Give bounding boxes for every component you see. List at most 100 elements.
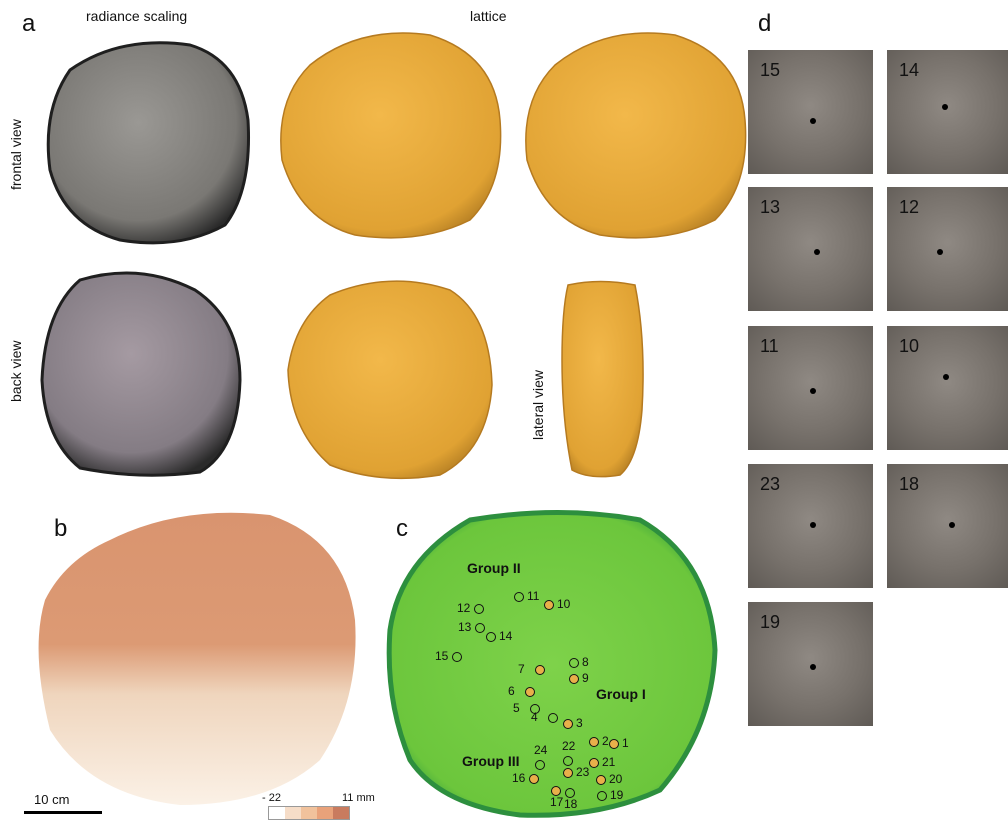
- marker-circle-6: [525, 687, 535, 697]
- marker-label-2: 2: [602, 734, 609, 748]
- thumbnail-10: 10: [887, 326, 1008, 450]
- marker-label-21: 21: [602, 755, 616, 769]
- stone-frontal-radiance: [46, 41, 250, 245]
- group-ii-label: Group II: [467, 560, 521, 576]
- thumbnail-19: 19: [748, 602, 873, 726]
- legend-color-bar: [268, 806, 350, 820]
- marker-label-19: 19: [610, 788, 624, 802]
- marker-label-16: 16: [512, 771, 526, 785]
- marker-circle-11: [514, 592, 524, 602]
- thumbnail-dot: [810, 388, 816, 394]
- marker-circle-19: [597, 791, 607, 801]
- marker-circle-18: [565, 788, 575, 798]
- marker-label-14: 14: [499, 629, 513, 643]
- header-lattice: lattice: [470, 8, 507, 24]
- marker-circle-17: [551, 786, 561, 796]
- thumbnail-14: 14: [887, 50, 1008, 174]
- marker-circle-15: [452, 652, 462, 662]
- marker-circle-22: [563, 756, 573, 766]
- marker-circle-12: [474, 604, 484, 614]
- thumbnail-dot: [937, 249, 943, 255]
- thumbnail-number: 14: [899, 60, 920, 80]
- thumbnail-number: 18: [899, 474, 920, 494]
- marker-label-20: 20: [609, 772, 623, 786]
- legend-swatch: [301, 807, 317, 819]
- legend-swatch: [317, 807, 333, 819]
- marker-circle-13: [475, 623, 485, 633]
- thumbnail-dot: [810, 664, 816, 670]
- marker-label-6: 6: [508, 684, 515, 698]
- marker-label-1: 1: [622, 736, 629, 750]
- marker-label-17: 17: [550, 795, 564, 809]
- legend-swatch: [333, 807, 349, 819]
- thumbnail-number: 13: [760, 197, 781, 217]
- marker-circle-5: [530, 704, 540, 714]
- thumbnail-11: 11: [748, 326, 873, 450]
- marker-circle-23: [563, 768, 573, 778]
- marker-label-15: 15: [435, 649, 449, 663]
- thumbnail-13: 13: [748, 187, 873, 311]
- scale-bar: [24, 811, 102, 814]
- marker-label-24: 24: [534, 743, 548, 757]
- panel-c-letter: c: [396, 515, 408, 542]
- thumbnail-12: 12: [887, 187, 1008, 311]
- thumbnail-number: 10: [899, 336, 920, 356]
- scale-bar-label: 10 cm: [34, 792, 70, 807]
- marker-circle-2: [589, 737, 599, 747]
- marker-label-4: 4: [531, 710, 538, 724]
- thumbnail-dot: [949, 522, 955, 528]
- marker-circle-7: [535, 665, 545, 675]
- stone-lateral: [561, 280, 644, 478]
- panel-b-letter: b: [54, 515, 68, 542]
- marker-label-8: 8: [582, 655, 589, 669]
- marker-label-12: 12: [457, 601, 471, 615]
- stone-frontal-lattice-marked: [525, 32, 747, 239]
- marker-circle-8: [569, 658, 579, 668]
- thumbnail-23: 23: [748, 464, 873, 588]
- marker-label-5: 5: [513, 701, 520, 715]
- marker-circle-4: [548, 713, 558, 723]
- marker-label-18: 18: [564, 797, 578, 811]
- marker-circle-14: [486, 632, 496, 642]
- marker-label-23: 23: [576, 765, 590, 779]
- marker-circle-1: [609, 739, 619, 749]
- marker-circle-20: [596, 775, 606, 785]
- group-i-label: Group I: [596, 686, 646, 702]
- thumbnail-dot: [814, 249, 820, 255]
- thumbnail-number: 19: [760, 612, 781, 632]
- thumbnail-number: 11: [760, 336, 779, 356]
- marker-circle-21: [589, 758, 599, 768]
- marker-circle-3: [563, 719, 573, 729]
- thumbnail-number: 12: [899, 197, 920, 217]
- stone-back-radiance: [40, 271, 242, 477]
- legend-swatch: [285, 807, 301, 819]
- marker-label-7: 7: [518, 662, 525, 676]
- thumbnail-number: 15: [760, 60, 781, 80]
- panel-d-letter: d: [758, 10, 772, 37]
- group-iii-label: Group III: [462, 753, 520, 769]
- legend-min-label: - 22: [262, 792, 281, 804]
- marker-circle-10: [544, 600, 554, 610]
- marker-label-22: 22: [562, 739, 576, 753]
- thumbnail-18: 18: [887, 464, 1008, 588]
- marker-circle-24: [535, 760, 545, 770]
- header-radiance-scaling: radiance scaling: [86, 8, 188, 24]
- thumbnail-dot: [810, 522, 816, 528]
- stone-frontal-lattice: [280, 32, 502, 239]
- marker-label-13: 13: [458, 620, 472, 634]
- marker-label-3: 3: [576, 716, 583, 730]
- marker-label-10: 10: [557, 597, 571, 611]
- stone-deviation-map: [386, 510, 718, 818]
- thumbnail-dot: [810, 118, 816, 124]
- stone-elevation-map: [38, 512, 356, 805]
- legend-swatch: [269, 807, 285, 819]
- panel-a-letter: a: [22, 10, 36, 37]
- thumbnail-dot: [942, 104, 948, 110]
- marker-label-9: 9: [582, 671, 589, 685]
- marker-label-11: 11: [527, 589, 540, 603]
- thumbnail-dot: [943, 374, 949, 380]
- thumbnail-15: 15: [748, 50, 873, 174]
- thumbnail-number: 23: [760, 474, 781, 494]
- legend-max-label: 11 mm: [342, 792, 375, 804]
